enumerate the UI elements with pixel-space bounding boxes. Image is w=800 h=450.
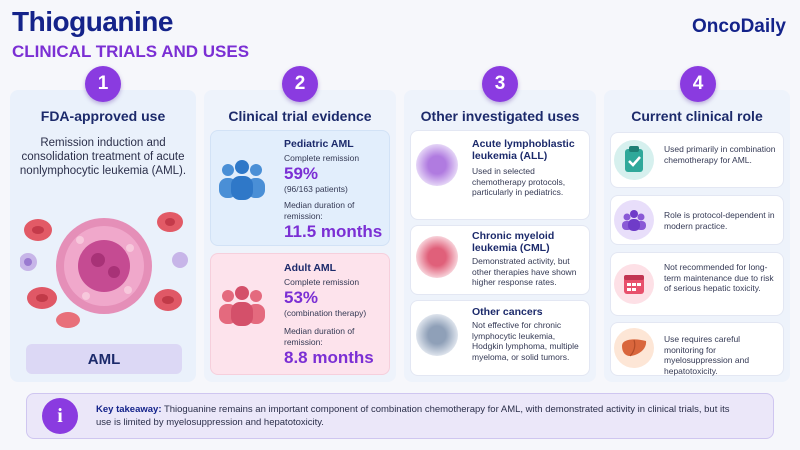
heading-fda: FDA-approved use [40, 108, 166, 124]
info-icon: i [42, 398, 78, 434]
other-cancers-text: Not effective for chronic lymphocytic le… [472, 320, 579, 362]
step-2-badge: 2 [282, 66, 318, 102]
adult-duration-label: Median duration of remission: [284, 326, 355, 347]
other-cancers-title: Other cancers [472, 306, 543, 318]
pediatric-title: Pediatric AML [284, 138, 354, 150]
adult-remission-rate: 53% [284, 288, 319, 307]
role-maintenance-text: Not recommended for long-term maintenanc… [664, 262, 774, 293]
step-4-badge: 4 [680, 66, 716, 102]
pediatric-duration: 11.5 months [284, 222, 383, 241]
adult-patients: (combination therapy) [284, 308, 367, 318]
liver-icon [614, 328, 654, 368]
heading-trials: Clinical trial evidence [228, 108, 372, 124]
key-takeaway-banner [26, 393, 774, 439]
key-takeaway: Key takeaway: Thioguanine remains an imp… [96, 403, 736, 429]
aml-tag: AML [26, 344, 182, 374]
cancer-cells-icon [416, 314, 458, 356]
adult-remission-label: Complete remission [284, 277, 360, 287]
fda-description: Remission induction and consolidation tr… [19, 137, 187, 177]
clipboard-check-icon [614, 140, 654, 180]
key-takeaway-text: Thioguanine remains an important compone… [96, 404, 730, 428]
role-monitoring-text: Use requires careful monitoring for myel… [664, 334, 750, 376]
brand-logo: OncoDaily [692, 16, 786, 37]
people-icon [219, 160, 265, 200]
step-1-badge: 1 [85, 66, 121, 102]
cml-title: Chronic myeloid leukemia (CML) [472, 230, 555, 254]
pediatric-remission-label: Complete remission [284, 153, 360, 163]
step-3-badge: 3 [482, 66, 518, 102]
heading-clinical-role: Current clinical role [631, 108, 763, 124]
pediatric-duration-label: Median duration of remission: [284, 200, 355, 221]
people-icon [614, 200, 654, 240]
lymphoblast-cell-icon [416, 144, 458, 186]
page-subtitle: CLINICAL TRIALS AND USES [12, 42, 250, 61]
myeloid-cell-icon [416, 236, 458, 278]
all-text: Used in selected chemotherapy protocols,… [472, 166, 566, 197]
leukemia-cell-illustration [20, 212, 188, 328]
role-protocol-text: Role is protocol-dependent in modern pra… [664, 210, 775, 231]
pediatric-remission-rate: 59% [284, 164, 319, 183]
heading-other-uses: Other investigated uses [420, 108, 580, 124]
people-icon [219, 286, 265, 326]
adult-duration: 8.8 months [284, 348, 374, 367]
cml-text: Demonstrated activity, but other therapi… [472, 256, 577, 287]
key-takeaway-label: Key takeaway: [96, 404, 162, 415]
page-title: Thioguanine [12, 6, 173, 37]
all-title: Acute lymphoblastic leukemia (ALL) [472, 138, 575, 162]
calendar-icon [614, 264, 654, 304]
role-combination-text: Used primarily in combination chemothera… [664, 144, 776, 165]
adult-title: Adult AML [284, 262, 337, 274]
pediatric-patients: (96/163 patients) [284, 184, 348, 194]
